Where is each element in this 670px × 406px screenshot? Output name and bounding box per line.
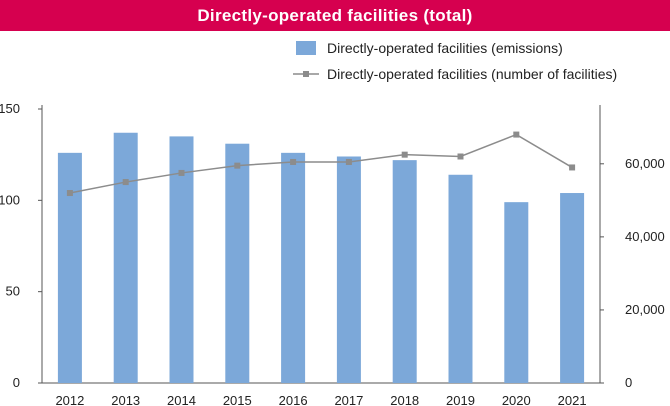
x-tick-label: 2017 <box>334 393 363 406</box>
legend-bar-label: Directly-operated facilities (emissions) <box>327 40 563 56</box>
bar <box>281 152 306 383</box>
y-right-tick-label: 0 <box>625 375 632 390</box>
plot-area: 0 50 100 150 0 20,000 40,000 60,000 2012 2013 2014… <box>0 101 665 406</box>
y-left-tick-label: 150 <box>0 101 20 116</box>
bar <box>57 152 82 383</box>
x-tick-label: 2016 <box>279 393 308 406</box>
y-right-tick-label: 20,000 <box>625 302 665 317</box>
line-point <box>345 158 352 165</box>
bar <box>448 174 473 383</box>
bar <box>504 202 529 383</box>
line-point <box>178 169 185 176</box>
line-point <box>401 151 408 158</box>
line-point <box>569 164 576 171</box>
line-point <box>457 153 464 160</box>
bar <box>169 136 194 383</box>
legend: Directly-operated facilities (emissions)… <box>293 40 617 82</box>
y-right-tick-label: 60,000 <box>625 156 665 171</box>
x-tick-label: 2012 <box>55 393 84 406</box>
line-point <box>66 190 73 197</box>
bar <box>225 143 250 383</box>
y-right-tick-label: 40,000 <box>625 229 665 244</box>
y-left-tick-label: 50 <box>6 284 20 299</box>
y-left-tick-label: 100 <box>0 192 20 207</box>
line-point <box>513 131 520 138</box>
x-tick-label: 2020 <box>502 393 531 406</box>
bar <box>113 132 138 383</box>
x-tick-label: 2018 <box>390 393 419 406</box>
bar <box>336 156 361 383</box>
x-tick-label: 2014 <box>167 393 196 406</box>
line-series <box>69 133 573 194</box>
line-point <box>122 179 129 186</box>
x-tick-label: 2019 <box>446 393 475 406</box>
chart-title: Directly-operated facilities (total) <box>0 0 670 31</box>
legend-line-marker <box>303 71 309 77</box>
y-left-tick-label: 0 <box>13 375 20 390</box>
line-point <box>234 162 241 169</box>
x-tick-label: 2013 <box>111 393 140 406</box>
line-point <box>290 158 297 165</box>
x-tick-label: 2015 <box>223 393 252 406</box>
bar <box>560 193 585 383</box>
x-tick-label: 2021 <box>558 393 587 406</box>
bar <box>392 160 417 383</box>
combo-chart: Directly-operated facilities (emissions)… <box>0 40 665 406</box>
legend-bar-swatch <box>296 41 316 55</box>
legend-line-label: Directly-operated facilities (number of … <box>327 66 617 82</box>
